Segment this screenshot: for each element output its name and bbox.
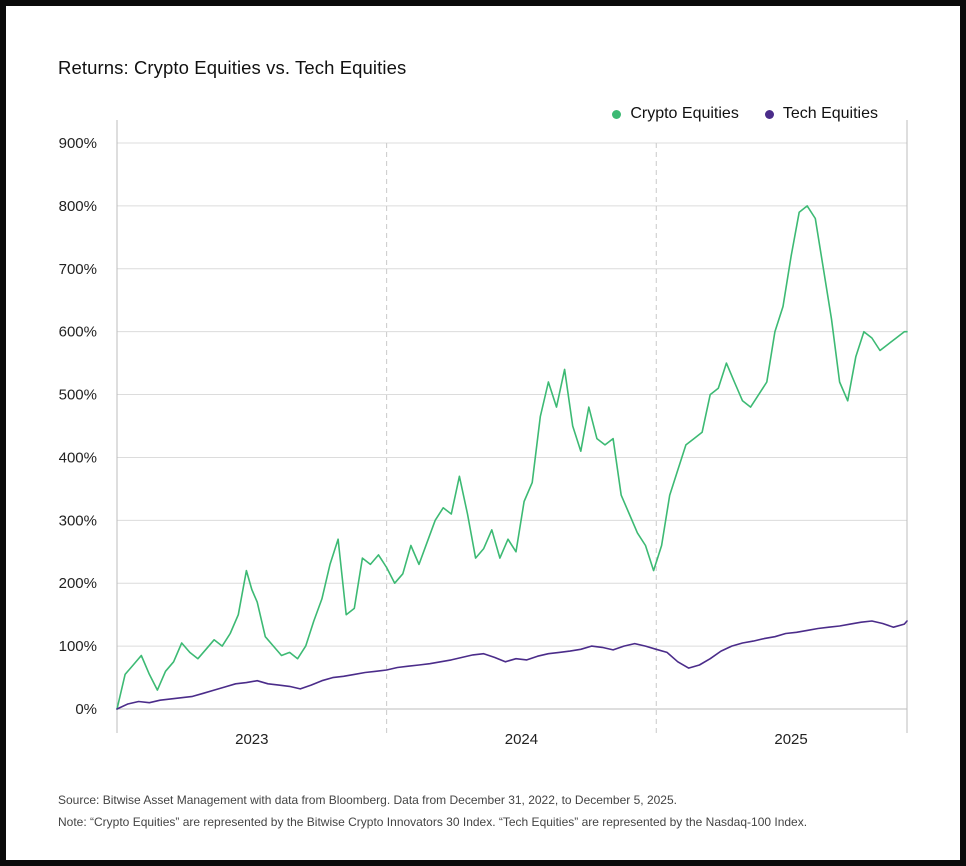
- legend-dot-tech: [764, 109, 774, 119]
- x-tick-label: 2024: [505, 731, 538, 748]
- chart-card: Returns: Crypto Equities vs. Tech Equiti…: [6, 6, 960, 860]
- chart-legend: Crypto Equities Tech Equities: [612, 105, 878, 123]
- legend-item-crypto: Crypto Equities: [612, 105, 739, 123]
- chart-footnotes: Source: Bitwise Asset Management with da…: [58, 789, 807, 833]
- y-tick-label: 400%: [59, 449, 97, 466]
- y-tick-label: 600%: [59, 324, 97, 341]
- x-tick-label: 2025: [774, 731, 807, 748]
- chart-title: Returns: Crypto Equities vs. Tech Equiti…: [58, 57, 407, 78]
- y-tick-label: 100%: [59, 638, 97, 655]
- y-tick-label: 700%: [59, 261, 97, 278]
- legend-label-tech: Tech Equities: [782, 105, 878, 122]
- y-tick-label: 900%: [59, 135, 97, 152]
- index-note: Note: “Crypto Equities” are represented …: [58, 815, 808, 829]
- x-tick-label: 2023: [235, 731, 268, 748]
- source-note: Source: Bitwise Asset Management with da…: [58, 793, 677, 807]
- legend-label-crypto: Crypto Equities: [630, 105, 739, 122]
- y-tick-label: 500%: [59, 387, 97, 404]
- series-line-crypto: [116, 205, 908, 710]
- y-tick-label: 300%: [59, 512, 97, 529]
- y-tick-label: 200%: [59, 575, 97, 592]
- y-tick-label: 0%: [75, 701, 97, 718]
- legend-dot-crypto: [612, 109, 622, 119]
- series-line-tech: [116, 620, 908, 710]
- legend-item-tech: Tech Equities: [764, 105, 878, 123]
- y-tick-label: 800%: [59, 198, 97, 215]
